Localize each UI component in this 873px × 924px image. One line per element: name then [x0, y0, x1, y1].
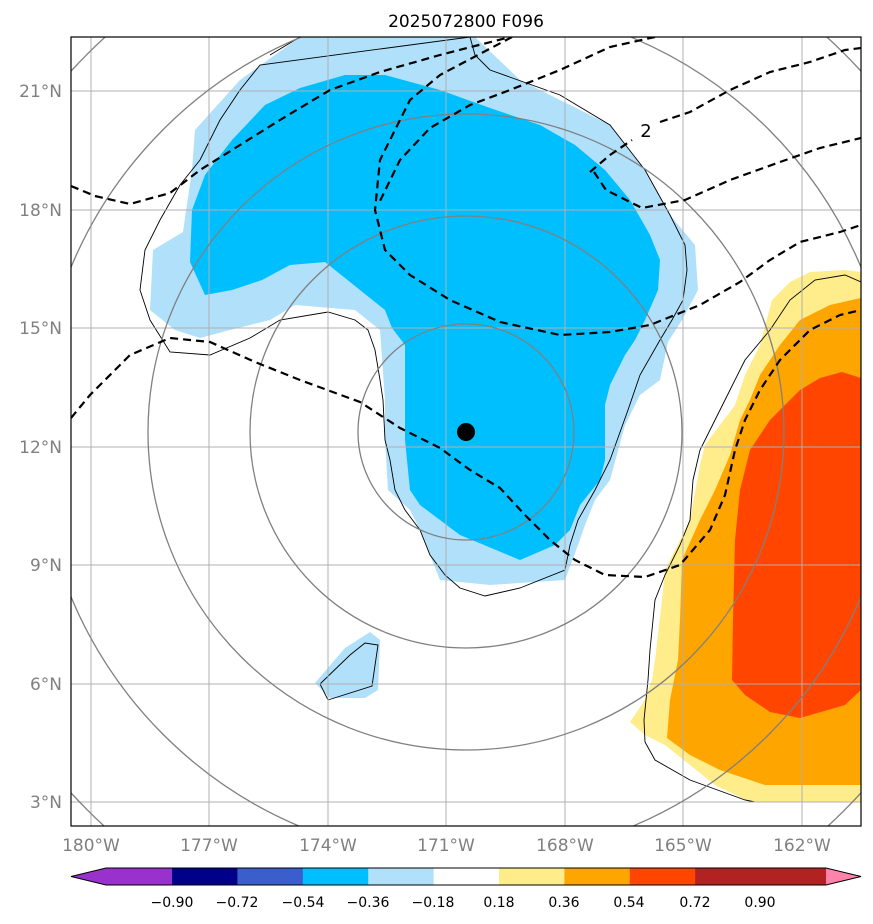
colorbar-segment — [237, 868, 304, 885]
colorbar: −0.90 −0.72 −0.54 −0.36 −0.18 0.18 0.36 … — [70, 867, 862, 911]
y-tick-label: 18°N — [19, 201, 62, 221]
range-ring-2 — [249, 215, 683, 649]
y-tick-label: 12°N — [19, 438, 62, 458]
x-tick-labels: 180°W 177°W 174°W 171°W 168°W 165°W 162°… — [62, 836, 831, 856]
y-tick-label: 9°N — [30, 556, 62, 576]
colorbar-label: −0.90 — [151, 895, 194, 911]
dashed-contour-3 — [373, 37, 861, 337]
x-tick-label: 168°W — [536, 836, 594, 856]
x-tick-label: 180°W — [62, 836, 120, 856]
dashed-contour-1 — [71, 308, 861, 579]
colorbar-label: 0.54 — [613, 895, 644, 911]
colorbar-label: −0.18 — [412, 895, 455, 911]
colorbar-segment — [499, 868, 565, 885]
dashed-contours — [71, 37, 861, 579]
grid-lines — [71, 37, 861, 826]
colorbar-label: −0.54 — [282, 895, 325, 911]
y-tick-label: 15°N — [19, 319, 62, 339]
colorbar-segment — [106, 868, 173, 885]
x-tick-label: 174°W — [299, 836, 357, 856]
red-orange-region — [732, 372, 861, 718]
x-tick-label: 165°W — [654, 836, 712, 856]
x-tick-label: 171°W — [417, 836, 475, 856]
blue-region — [190, 75, 660, 560]
contour-label: 2 — [640, 121, 651, 142]
colorbar-label: 0.18 — [483, 895, 514, 911]
colorbar-segment — [368, 868, 435, 885]
dashed-contour-7 — [593, 136, 861, 210]
colorbar-segment — [433, 868, 500, 885]
chart-title: 2025072800 F096 — [388, 12, 544, 32]
dashed-contour-6 — [659, 46, 861, 124]
colorbar-segment — [302, 868, 369, 885]
colorbar-segment — [172, 868, 238, 885]
range-ring-3 — [147, 113, 785, 751]
colorbar-tick-labels: −0.90 −0.72 −0.54 −0.36 −0.18 0.18 0.36 … — [151, 895, 776, 911]
colorbar-segment — [564, 868, 631, 885]
colorbar-outline — [70, 867, 862, 886]
colorbar-extend-high — [826, 868, 861, 885]
light-blue-small-region — [315, 632, 380, 698]
y-tick-labels: 3°N 6°N 9°N 12°N 15°N 18°N 21°N — [19, 82, 62, 813]
colorbar-label: −0.36 — [347, 895, 390, 911]
colorbar-label: 0.72 — [679, 895, 710, 911]
colorbar-segments — [70, 867, 862, 886]
zero-contour-east — [643, 274, 861, 803]
colorbar-extend-low — [71, 868, 106, 885]
y-tick-label: 21°N — [19, 82, 62, 102]
colorbar-label: 0.90 — [744, 895, 775, 911]
y-tick-label: 3°N — [30, 793, 62, 813]
y-tick-label: 6°N — [30, 675, 62, 695]
range-ring-1 — [357, 323, 575, 541]
colorbar-segment — [695, 868, 826, 885]
dashed-contour-4 — [377, 37, 656, 206]
colorbar-segment — [629, 868, 696, 885]
dashed-contour-5 — [589, 139, 633, 173]
map-frame — [70, 36, 862, 827]
colorbar-label: 0.36 — [548, 895, 579, 911]
x-tick-label: 162°W — [773, 836, 831, 856]
storm-center-marker — [457, 423, 475, 441]
x-tick-label: 177°W — [180, 836, 238, 856]
colorbar-label: −0.72 — [216, 895, 259, 911]
dashed-contour-2 — [71, 37, 511, 206]
